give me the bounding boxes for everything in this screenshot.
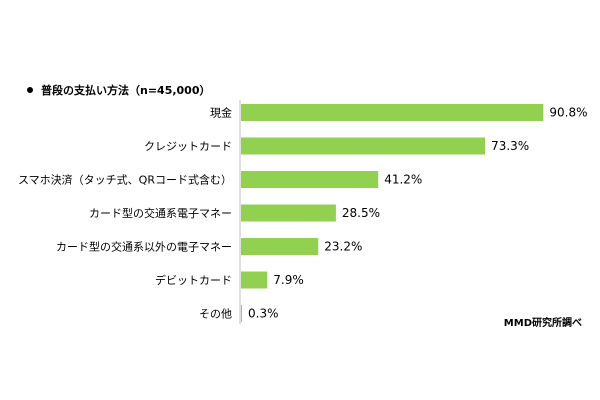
- category-label: 現金: [210, 106, 232, 120]
- value-label: 28.5%: [342, 206, 380, 220]
- value-label: 23.2%: [324, 240, 362, 254]
- value-label: 0.3%: [248, 307, 279, 321]
- title-bullet-icon: [27, 87, 33, 93]
- bar: [241, 204, 336, 222]
- value-label: 41.2%: [384, 173, 422, 187]
- source-note: MMD研究所調べ: [504, 316, 582, 329]
- bar: [241, 238, 319, 255]
- value-label: 7.9%: [273, 273, 304, 287]
- category-label: カード型の交通系電子マネー: [89, 206, 232, 220]
- category-label: クレジットカード: [144, 140, 232, 153]
- bar: [241, 137, 486, 155]
- bar: [241, 171, 379, 188]
- bar: [241, 271, 268, 289]
- bar: [241, 305, 242, 322]
- bars-group: 現金 90.8% クレジットカード 73.3% スマホ決済（タッチ式、QRコード式含む）…: [18, 104, 587, 322]
- category-label: その他: [199, 308, 232, 321]
- value-label: 90.8%: [549, 106, 587, 120]
- category-label: デビットカード: [155, 273, 232, 287]
- bar: [241, 104, 544, 121]
- chart-title: 普段の支払い方法（n=45,000）: [41, 83, 211, 97]
- category-label: カード型の交通系以外の電子マネー: [56, 240, 232, 254]
- category-label: スマホ決済（タッチ式、QRコード式含む）: [18, 173, 232, 187]
- value-label: 73.3%: [491, 139, 529, 153]
